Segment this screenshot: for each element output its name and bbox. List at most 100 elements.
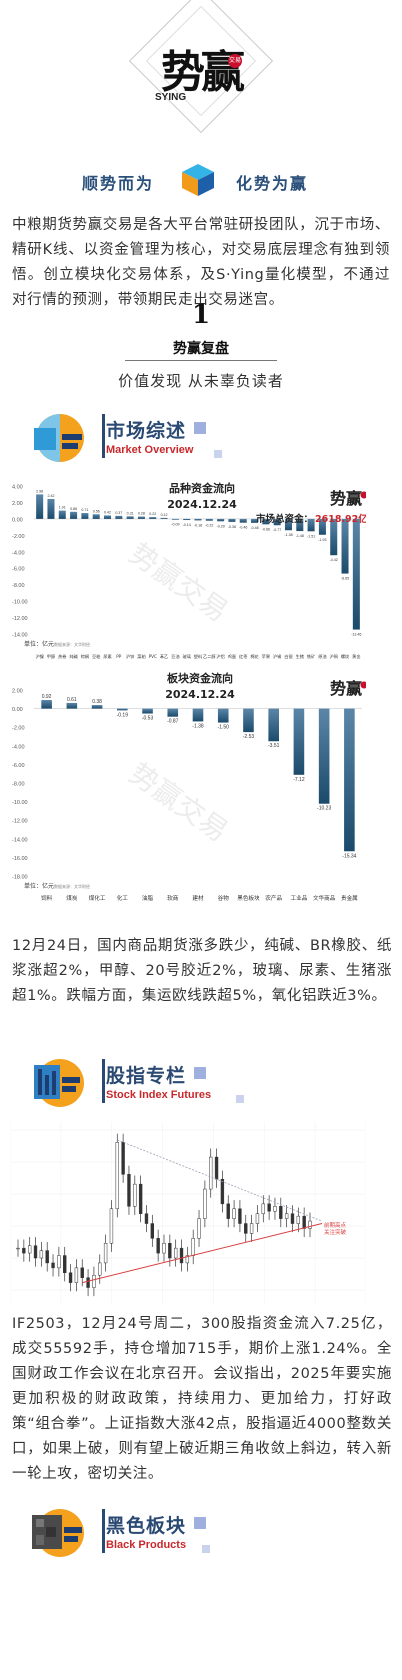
bar — [344, 708, 355, 852]
data-label: 2.42 — [47, 494, 54, 498]
stock-text: IF2503，12月24号周二，300股指资金流入7.25亿，成交55592手，… — [12, 1316, 392, 1482]
category-label: 煤炭 — [66, 894, 78, 902]
candle-body — [33, 1245, 38, 1259]
data-label: -0.48 — [250, 526, 258, 530]
data-label: 2.98 — [36, 489, 43, 493]
candle-body — [191, 1238, 195, 1256]
category-label: 沪镍 — [35, 653, 43, 660]
category-label: 煤化工 — [89, 894, 106, 902]
bar — [91, 705, 103, 709]
stock-index-header: 股指专栏 Stock Index Futures — [30, 1055, 390, 1115]
data-label: -7.12 — [293, 777, 305, 783]
data-label: 0.71 — [81, 508, 88, 512]
candle-body — [133, 1183, 137, 1207]
bar — [36, 494, 44, 519]
category-label: 豆油 — [171, 653, 179, 660]
data-label: 0.61 — [67, 697, 77, 703]
bar — [330, 518, 338, 556]
data-label: -2.53 — [243, 734, 255, 740]
category-label: 沪铜 — [330, 653, 338, 660]
candle-body — [168, 1242, 172, 1259]
category-label: 油脂 — [142, 894, 154, 902]
source-label: 数据来源：文华财经 — [54, 883, 90, 889]
data-label: -0.14 — [183, 523, 191, 527]
candle-body — [144, 1213, 149, 1224]
candle-body — [68, 1272, 73, 1283]
category-label: 铁矿 — [307, 653, 315, 660]
category-label: 饲料 — [41, 894, 53, 902]
candle-body — [290, 1213, 295, 1224]
candle-body — [92, 1274, 96, 1288]
candle-body — [103, 1242, 108, 1264]
category-label: 螺纹 — [341, 653, 350, 660]
data-label: -0.53 — [142, 716, 154, 722]
data-label: -0.36 — [228, 525, 236, 529]
bar — [149, 517, 157, 519]
bar — [341, 518, 349, 574]
bar — [115, 515, 123, 519]
data-label: -0.87 — [167, 719, 179, 725]
data-label: 0.56 — [93, 509, 100, 513]
stock-index-icon — [34, 1059, 84, 1107]
category-label: 文华商品 — [313, 894, 336, 902]
candle-body — [255, 1213, 260, 1224]
header-square-small — [236, 1095, 244, 1103]
candle-body — [63, 1255, 67, 1274]
logo-seal: 交易 — [228, 54, 242, 68]
data-label: 0.86 — [70, 507, 77, 511]
y-tick-label: -12.00 — [12, 819, 28, 825]
bar — [126, 516, 134, 519]
category-label: 塑料 — [194, 653, 203, 660]
logo-sub: SYING — [155, 92, 187, 103]
candle-body — [57, 1255, 61, 1269]
bar — [142, 708, 153, 714]
stock-index-title: 股指专栏 — [106, 1065, 187, 1087]
descending-trendline — [117, 1139, 323, 1222]
y-tick-label: -10.00 — [12, 800, 28, 806]
data-label: 0.28 — [138, 512, 145, 516]
category-label: 原油 — [318, 653, 326, 660]
data-label: -1.51 — [307, 534, 315, 538]
data-label: 0.38 — [92, 699, 102, 705]
candle-body — [308, 1220, 312, 1229]
header-accent-bar — [102, 1059, 105, 1103]
data-label: -1.93 — [318, 538, 326, 542]
bar — [117, 708, 128, 711]
category-label: 谷物 — [218, 894, 230, 902]
data-label: -0.18 — [194, 523, 202, 527]
candle-body — [16, 1247, 20, 1250]
bar — [183, 518, 191, 521]
candle-body — [261, 1203, 265, 1214]
stock-index-en: Stock Index Futures — [106, 1089, 212, 1101]
bar — [268, 708, 279, 742]
data-label: -0.19 — [117, 712, 129, 718]
data-label: 0.37 — [115, 511, 122, 515]
y-tick-label: -14.00 — [12, 633, 28, 639]
category-label: 玻璃 — [182, 653, 190, 660]
candle-body — [138, 1183, 143, 1214]
bar — [217, 518, 225, 522]
bar — [66, 702, 78, 709]
category-label: 甲醇 — [47, 653, 55, 660]
bar — [58, 510, 66, 519]
data-label: -4.42 — [330, 558, 338, 562]
category-label: PVC — [149, 654, 157, 659]
bar — [171, 518, 179, 520]
bar — [318, 518, 326, 535]
category-label: 纯碱 — [69, 653, 78, 660]
candle-body — [226, 1203, 230, 1219]
chart-subtitle: 2024.12.24 — [167, 498, 237, 511]
bar — [81, 513, 89, 519]
market-overview-icon — [34, 414, 84, 462]
slogan: 顺势而为 化势为赢 — [0, 162, 402, 198]
bar — [167, 708, 179, 717]
candle-body — [115, 1142, 119, 1210]
candle-body — [284, 1213, 289, 1219]
y-tick-label: -4.00 — [12, 744, 25, 750]
data-label: -15.34 — [342, 853, 356, 859]
y-tick-label: -12.00 — [12, 616, 28, 622]
data-label: -1.38 — [192, 723, 204, 729]
bar — [192, 708, 204, 722]
y-tick-label: 0.00 — [12, 517, 23, 523]
bar — [239, 518, 247, 523]
